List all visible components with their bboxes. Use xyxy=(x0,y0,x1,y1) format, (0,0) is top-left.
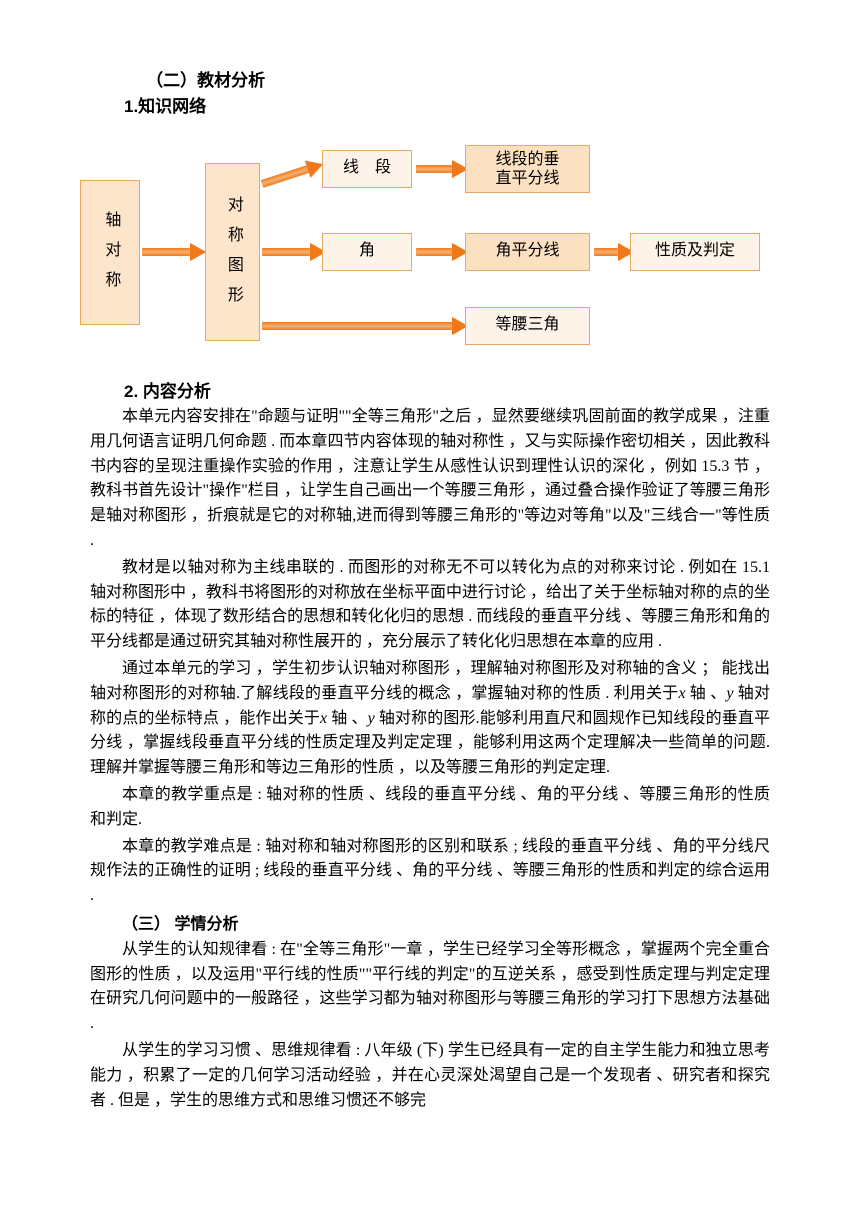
text-run: 通过本单元的学习 ，学生初步认识轴对称图形 ，理解轴对称图形及对称轴的含义 ； … xyxy=(90,660,770,702)
arrow-icon xyxy=(262,243,326,261)
knowledge-network-diagram: 轴对称 对称图形 线 段角 线段的垂直平分线角平分线等腰三角 性质及判定 xyxy=(80,145,760,355)
text-run: 轴 、 xyxy=(686,685,727,702)
content-body: 本单元内容安排在"命题与证明""全等三角形"之后 ，显然要继续巩固前面的教学成果… xyxy=(90,405,770,1113)
paragraph: 从学生的认知规律看 : 在"全等三角形"一章 ，学生已经学习全等形概念 ，掌握两… xyxy=(90,938,770,1037)
heading-section-3: （三） 学情分析 xyxy=(90,913,770,938)
paragraph: 本章的教学难点是 : 轴对称和轴对称图形的区别和联系 ; 线段的垂直平分线 、角… xyxy=(90,835,770,909)
paragraph: 本单元内容安排在"命题与证明""全等三角形"之后 ，显然要继续巩固前面的教学成果… xyxy=(90,405,770,554)
diagram-box: 性质及判定 xyxy=(630,233,760,271)
var-y: y xyxy=(726,685,733,702)
arrow-icon xyxy=(416,160,468,178)
paragraph: 本章的教学重点是 : 轴对称的性质 、线段的垂直平分线 、角的平分线 、等腰三角… xyxy=(90,783,770,833)
diagram-box: 角 xyxy=(322,233,412,271)
var-y: y xyxy=(368,710,375,727)
diagram-box: 线 段 xyxy=(322,150,412,188)
paragraph: 从学生的学习习惯 、思维规律看 : 八年级 (下) 学生已经具有一定的自主学生能… xyxy=(90,1039,770,1113)
arrow-icon xyxy=(594,243,634,261)
diagram-box: 对称图形 xyxy=(205,163,260,341)
diagram-box: 角平分线 xyxy=(465,233,590,271)
arrow-icon xyxy=(142,243,206,261)
diagram-box: 轴对称 xyxy=(80,180,140,325)
arrow-icon xyxy=(262,317,468,335)
arrow-icon xyxy=(416,243,468,261)
paragraph: 通过本单元的学习 ，学生初步认识轴对称图形 ，理解轴对称图形及对称轴的含义 ； … xyxy=(90,657,770,781)
var-x: x xyxy=(678,685,685,702)
diagram-box: 线段的垂直平分线 xyxy=(465,145,590,193)
diagram-box: 等腰三角 xyxy=(465,307,590,345)
heading-sub-1: 1.知识网络 xyxy=(90,94,770,120)
text-run: 轴 、 xyxy=(327,710,368,727)
heading-sub-2: 2. 内容分析 xyxy=(90,379,770,405)
heading-section-2: （二）教材分析 xyxy=(90,68,770,94)
paragraph: 教材是以轴对称为主线串联的 . 而图形的对称无不可以转化为点的对称来讨论 . 例… xyxy=(90,556,770,655)
var-x: x xyxy=(320,710,327,727)
arrow-icon xyxy=(259,155,325,192)
